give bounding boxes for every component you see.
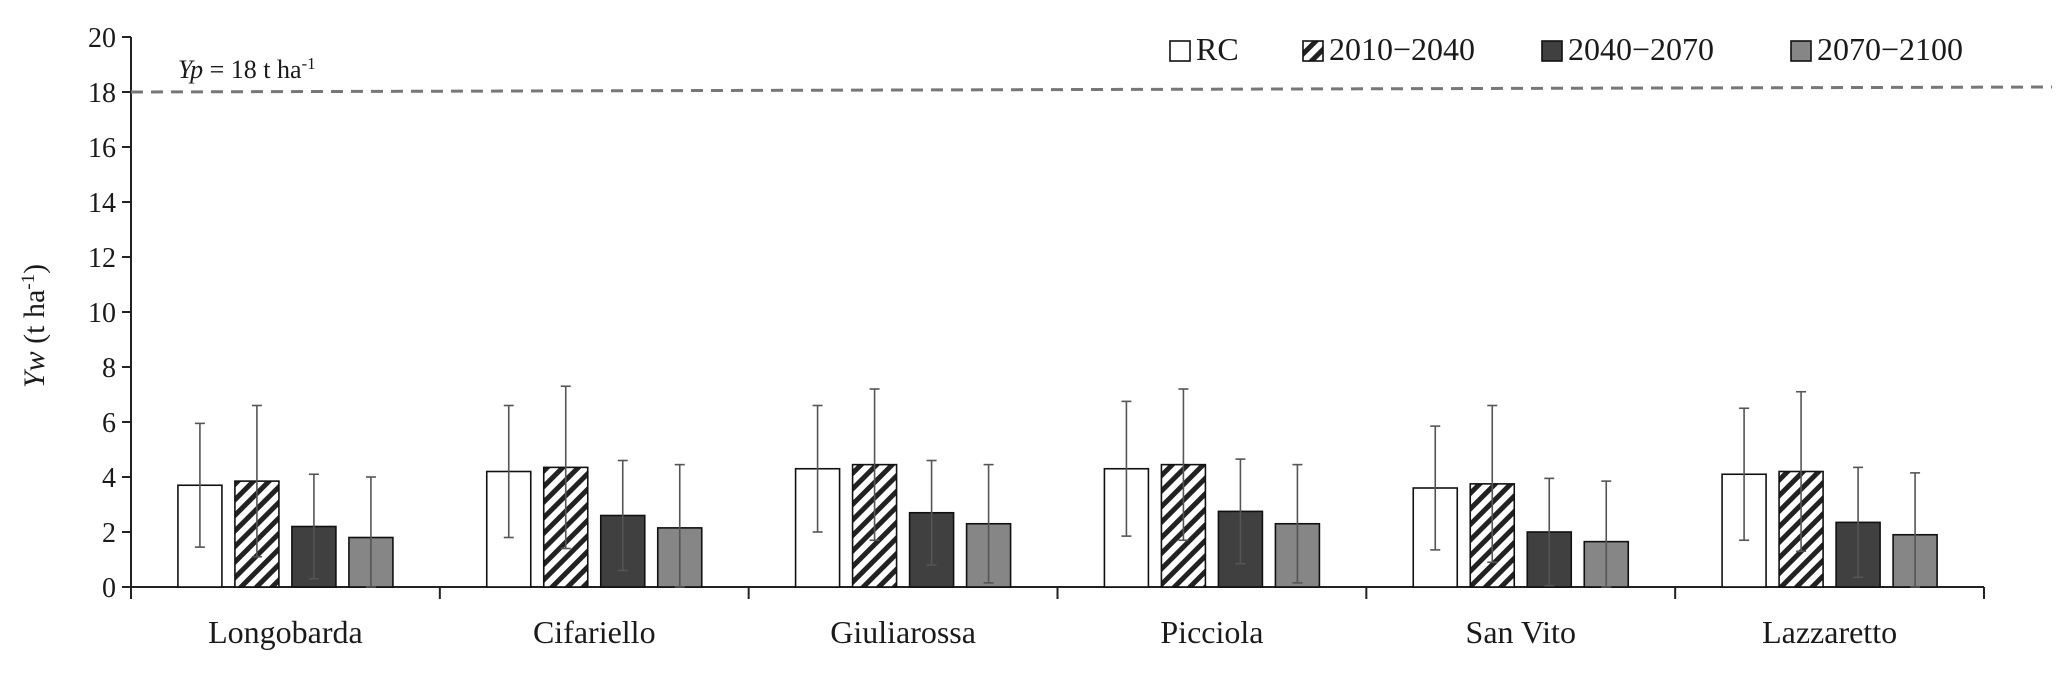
legend-label: 2070−2100 [1817, 31, 1963, 67]
y-tick-label: 16 [88, 133, 116, 164]
y-tick-label: 20 [88, 23, 116, 54]
legend-label: 2040−2070 [1568, 31, 1714, 67]
y-tick-label: 6 [102, 408, 116, 439]
x-axis: Longobarda Cifariello Giuliarossa Picciola S… [130, 586, 1985, 650]
reference-line-label: Yp = 18 t ha-1 [178, 54, 316, 85]
y-tick-label: 10 [88, 298, 116, 329]
y-tick-label: 12 [88, 243, 116, 274]
x-category-label: Lazzaretto [1762, 614, 1897, 650]
legend-label: 2010−2040 [1329, 31, 1475, 67]
bar-layer [177, 385, 1938, 588]
legend-swatch [1541, 40, 1563, 62]
y-tick-label: 8 [102, 353, 116, 384]
y-axis: 0 2 4 6 8 10 12 14 16 18 20 [88, 23, 132, 604]
x-category-label: Cifariello [533, 614, 656, 650]
y-tick-label: 14 [88, 188, 116, 219]
legend: RC 2010−2040 2040−2070 2070−2100 [1169, 31, 1963, 67]
legend-swatch [1790, 40, 1812, 62]
y-tick-label: 2 [102, 518, 116, 549]
legend-label: RC [1196, 31, 1239, 67]
y-tick-label: 4 [102, 463, 116, 494]
legend-swatch [1302, 40, 1324, 62]
x-category-label: Giuliarossa [830, 614, 976, 650]
x-category-label: San Vito [1466, 614, 1576, 650]
y-tick-label: 18 [88, 78, 116, 109]
x-category-label: Longobarda [208, 614, 363, 650]
y-tick-label: 0 [102, 573, 116, 604]
y-axis-label: Yw (t ha-1) [18, 264, 52, 388]
x-category-label: Picciola [1160, 614, 1263, 650]
reference-line-yp [130, 85, 2053, 94]
legend-swatch [1169, 40, 1191, 62]
